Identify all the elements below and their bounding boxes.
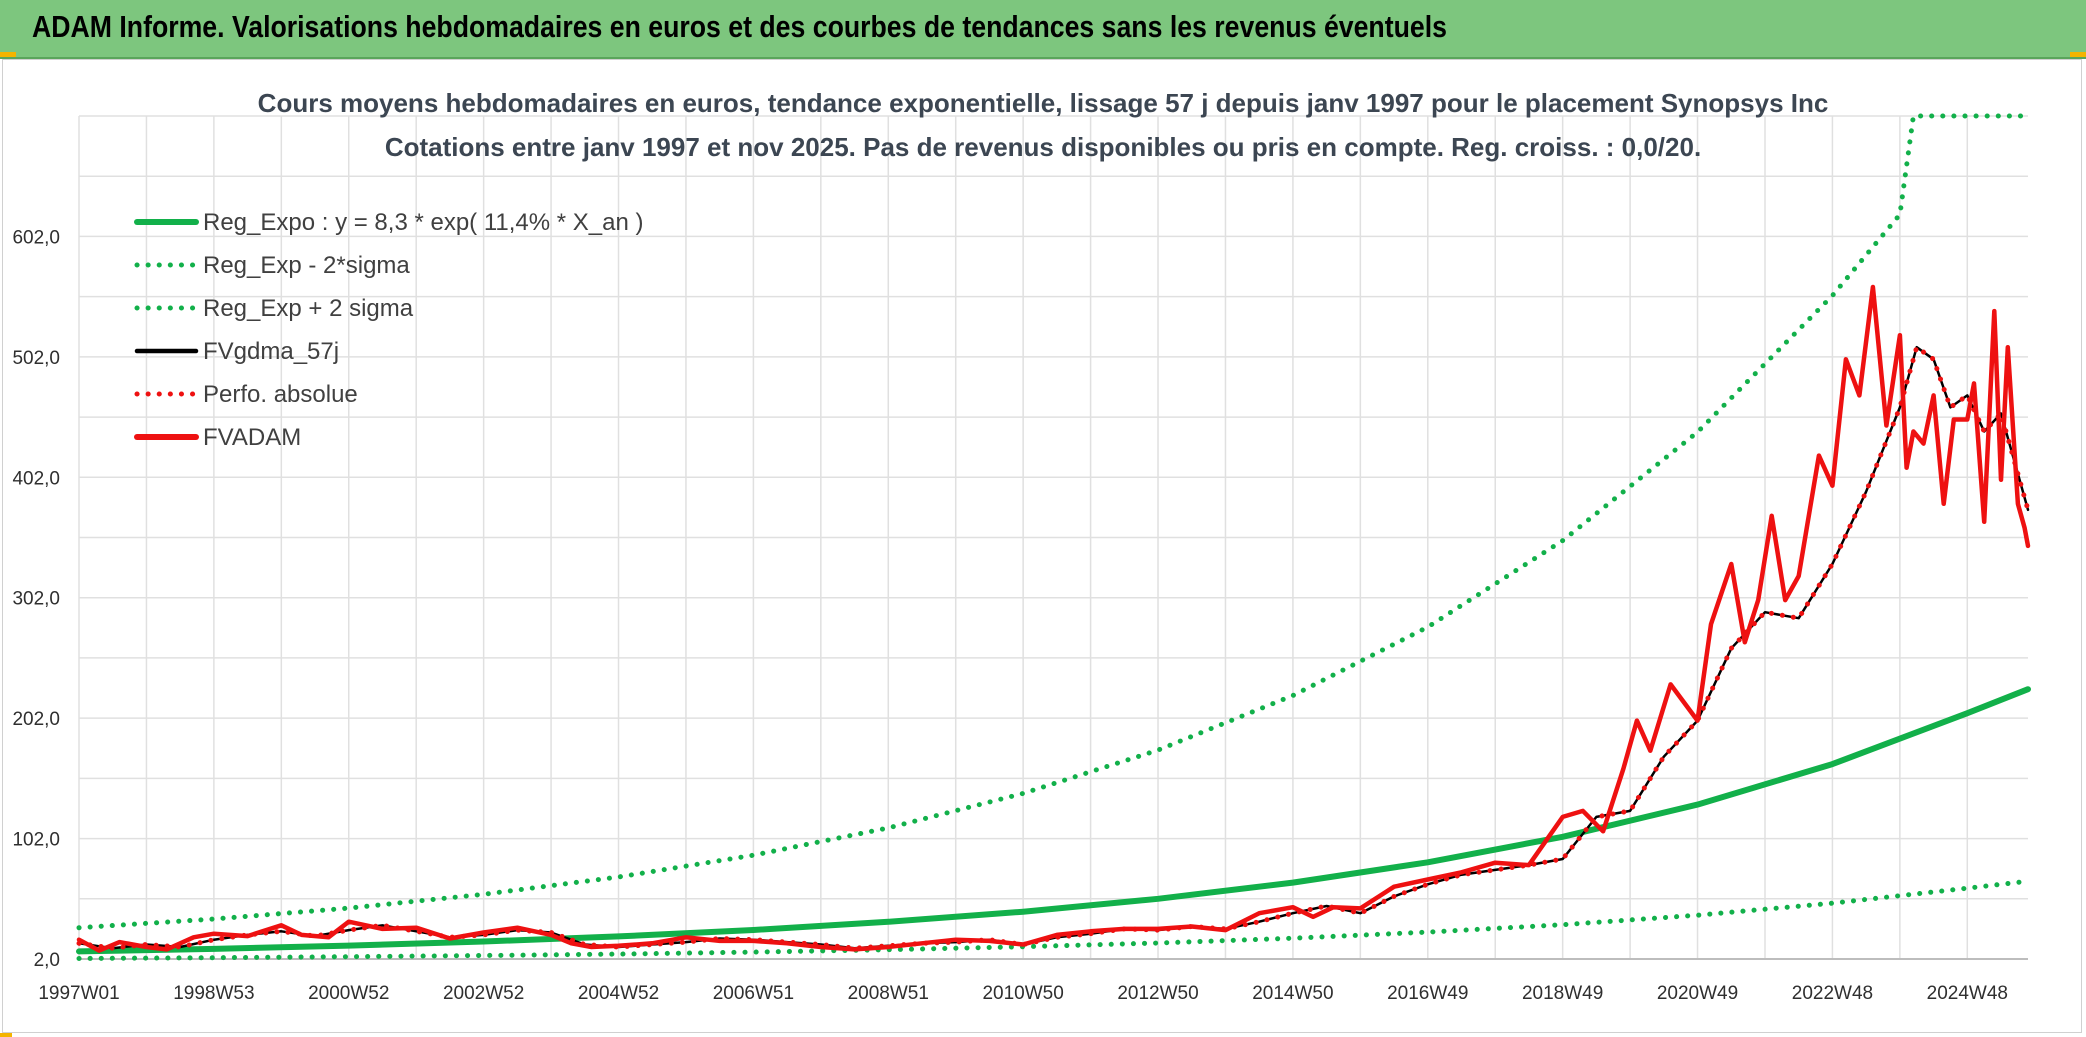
legend-label: FVgdma_57j (203, 338, 339, 365)
x-tick-label: 2020W49 (1657, 983, 1738, 1004)
legend-label: Reg_Expo : y = 8,3 * exp( 11,4% * X_an ) (203, 209, 643, 236)
legend-label: Reg_Exp - 2*sigma (203, 252, 410, 279)
y-tick-label: 602,0 (12, 227, 60, 248)
x-tick-label: 2010W50 (982, 983, 1063, 1004)
x-axis: 1997W01 1998W53 2000W52 2002W52 2004W52 2006W… (38, 983, 2008, 1004)
series-line-4 (76, 344, 2031, 951)
y-tick-label: 2,0 (34, 950, 60, 971)
series-line-3 (77, 345, 2030, 950)
x-tick-label: 2000W52 (308, 983, 389, 1004)
x-tick-label: 2012W50 (1117, 983, 1198, 1004)
series-line-1 (76, 878, 2031, 961)
corner-mark-top-right (2070, 52, 2086, 57)
x-tick-label: 2024W48 (1927, 983, 2008, 1004)
series-line-5 (76, 284, 2031, 953)
x-tick-label: 1998W53 (173, 983, 254, 1004)
chart-grid (78, 115, 2028, 960)
series-lines (76, 113, 2031, 961)
x-tick-label: 2018W49 (1522, 983, 1603, 1004)
y-tick-label: 502,0 (12, 348, 60, 369)
y-axis: 2,0 102,0 302,0 202,0 402,0 502,0 602,0 (12, 227, 60, 971)
x-tick-label: 2014W50 (1252, 983, 1333, 1004)
x-tick-label: 2006W51 (713, 983, 794, 1004)
header-bar: ADAM Informe. Valorisations hebdomadaire… (0, 0, 2086, 59)
y-tick-label: 302,0 (12, 589, 60, 610)
chart-subtitle: Cotations entre janv 1997 et nov 2025. P… (385, 132, 1701, 162)
x-tick-label: 2008W51 (848, 983, 929, 1004)
series-line-2 (76, 113, 2031, 931)
chart-frame (2, 59, 2082, 1033)
y-tick-label: 202,0 (12, 709, 60, 730)
x-tick-label: 2022W48 (1792, 983, 1873, 1004)
y-tick-label: 402,0 (12, 468, 60, 489)
legend-label: Reg_Exp + 2 sigma (203, 295, 414, 322)
report-title: ADAM Informe. Valorisations hebdomadaire… (32, 9, 1447, 44)
y-tick-label: 102,0 (12, 830, 60, 851)
x-tick-label: 2002W52 (443, 983, 524, 1004)
chart-title: Cours moyens hebdomadaires en euros, ten… (258, 88, 1829, 118)
legend-label: Perfo. absolue (203, 381, 358, 408)
corner-mark-top-left (0, 52, 16, 57)
corner-mark-bottom-left (0, 1033, 12, 1037)
x-tick-label: 2016W49 (1387, 983, 1468, 1004)
x-tick-label: 1997W01 (38, 983, 119, 1004)
legend: Reg_Expo : y = 8,3 * exp( 11,4% * X_an )… (134, 209, 643, 451)
legend-label: FVADAM (203, 424, 301, 451)
x-tick-label: 2004W52 (578, 983, 659, 1004)
series-line-0 (76, 686, 2031, 955)
